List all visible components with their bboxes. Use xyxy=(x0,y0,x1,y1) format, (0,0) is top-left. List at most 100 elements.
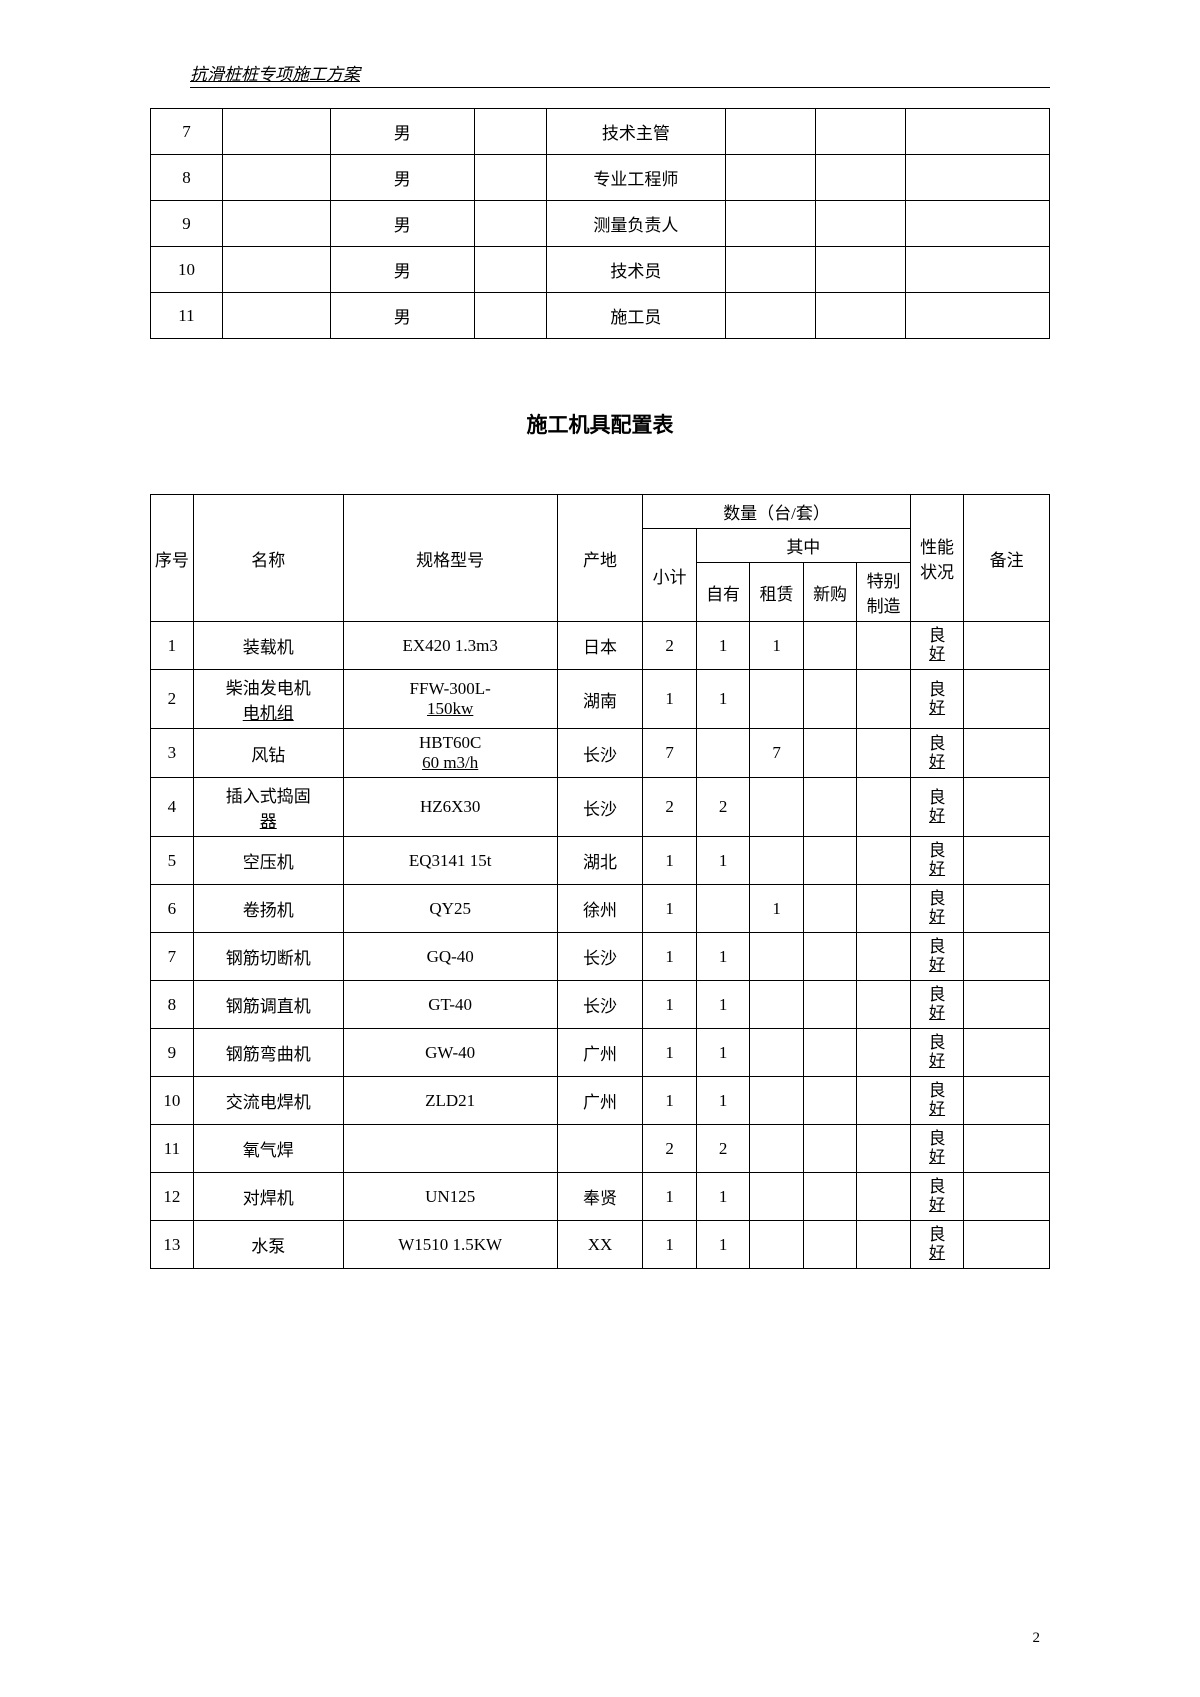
empty-cell xyxy=(816,109,906,155)
role-cell: 测量负责人 xyxy=(546,201,726,247)
rent-cell xyxy=(750,1077,804,1125)
header-sub: 其中 xyxy=(696,529,910,563)
own-cell: 1 xyxy=(696,670,750,729)
remark-cell xyxy=(964,933,1050,981)
header-name: 名称 xyxy=(193,495,343,622)
seq-cell: 13 xyxy=(151,1221,194,1269)
rent-cell xyxy=(750,933,804,981)
name-cell: 装载机 xyxy=(193,622,343,670)
remark-cell xyxy=(964,729,1050,778)
name-cell: 交流电焊机 xyxy=(193,1077,343,1125)
empty-cell xyxy=(222,201,330,247)
own-cell: 2 xyxy=(696,778,750,837)
own-cell: 1 xyxy=(696,981,750,1029)
role-cell: 专业工程师 xyxy=(546,155,726,201)
special-cell xyxy=(857,1173,911,1221)
page-header: 抗滑桩桩专项施工方案 xyxy=(190,60,1050,96)
table-row: 11 男 施工员 xyxy=(151,293,1050,339)
header-qty: 数量（台/套） xyxy=(643,495,911,529)
own-cell: 1 xyxy=(696,1221,750,1269)
status-cell: 良好 xyxy=(910,1125,964,1173)
header-buy: 新购 xyxy=(803,563,857,622)
empty-cell xyxy=(726,293,816,339)
table-row: 12 对焊机 UN125 奉贤 1 1 良好 xyxy=(151,1173,1050,1221)
special-cell xyxy=(857,670,911,729)
origin-cell: 长沙 xyxy=(557,778,643,837)
origin-cell: 长沙 xyxy=(557,933,643,981)
empty-cell xyxy=(816,293,906,339)
header-title: 抗滑桩桩专项施工方案 xyxy=(190,65,360,84)
origin-cell: 广州 xyxy=(557,1077,643,1125)
total-cell: 2 xyxy=(643,622,697,670)
buy-cell xyxy=(803,670,857,729)
total-cell: 2 xyxy=(643,1125,697,1173)
status-cell: 良好 xyxy=(910,729,964,778)
spec-cell: EX420 1.3m3 xyxy=(343,622,557,670)
seq-cell: 2 xyxy=(151,670,194,729)
empty-cell xyxy=(474,109,546,155)
rent-cell xyxy=(750,670,804,729)
table-row: 11 氧气焊 2 2 良好 xyxy=(151,1125,1050,1173)
own-cell xyxy=(696,729,750,778)
rent-cell xyxy=(750,778,804,837)
role-cell: 施工员 xyxy=(546,293,726,339)
table-row: 1 装载机 EX420 1.3m3 日本 2 1 1 良好 xyxy=(151,622,1050,670)
buy-cell xyxy=(803,778,857,837)
total-cell: 1 xyxy=(643,1029,697,1077)
header-special: 特别制造 xyxy=(857,563,911,622)
seq-cell: 10 xyxy=(151,1077,194,1125)
empty-cell xyxy=(906,247,1050,293)
content-area: 7 男 技术主管 8 男 专业工程师 9 男 测量负责人 xyxy=(150,108,1050,1269)
total-cell: 1 xyxy=(643,933,697,981)
buy-cell xyxy=(803,729,857,778)
status-cell: 良好 xyxy=(910,778,964,837)
total-cell: 1 xyxy=(643,1221,697,1269)
buy-cell xyxy=(803,1029,857,1077)
own-cell: 1 xyxy=(696,933,750,981)
table-row: 5 空压机 EQ3141 15t 湖北 1 1 良好 xyxy=(151,837,1050,885)
buy-cell xyxy=(803,837,857,885)
table-row: 9 钢筋弯曲机 GW-40 广州 1 1 良好 xyxy=(151,1029,1050,1077)
header-total: 小计 xyxy=(643,529,697,622)
total-cell: 2 xyxy=(643,778,697,837)
name-cell: 卷扬机 xyxy=(193,885,343,933)
spec-cell: UN125 xyxy=(343,1173,557,1221)
empty-cell xyxy=(906,293,1050,339)
gender-cell: 男 xyxy=(330,109,474,155)
remark-cell xyxy=(964,981,1050,1029)
empty-cell xyxy=(906,109,1050,155)
remark-cell xyxy=(964,837,1050,885)
table-row: 6 卷扬机 QY25 徐州 1 1 良好 xyxy=(151,885,1050,933)
rent-cell: 1 xyxy=(750,622,804,670)
buy-cell xyxy=(803,885,857,933)
status-cell: 良好 xyxy=(910,670,964,729)
seq-cell: 11 xyxy=(151,1125,194,1173)
empty-cell xyxy=(222,155,330,201)
status-cell: 良好 xyxy=(910,1173,964,1221)
seq-cell: 6 xyxy=(151,885,194,933)
origin-cell: 长沙 xyxy=(557,729,643,778)
row-num: 11 xyxy=(151,293,223,339)
origin-cell: 长沙 xyxy=(557,981,643,1029)
name-cell: 钢筋切断机 xyxy=(193,933,343,981)
origin-cell: 奉贤 xyxy=(557,1173,643,1221)
special-cell xyxy=(857,778,911,837)
empty-cell xyxy=(222,247,330,293)
equipment-table: 序号 名称 规格型号 产地 数量（台/套） 性能状况 备注 小计 其中 自有 租… xyxy=(150,494,1050,1269)
seq-cell: 3 xyxy=(151,729,194,778)
spec-cell xyxy=(343,1125,557,1173)
empty-cell xyxy=(474,247,546,293)
rent-cell: 1 xyxy=(750,885,804,933)
table-row: 7 钢筋切断机 GQ-40 长沙 1 1 良好 xyxy=(151,933,1050,981)
empty-cell xyxy=(726,201,816,247)
table-row: 8 钢筋调直机 GT-40 长沙 1 1 良好 xyxy=(151,981,1050,1029)
seq-cell: 9 xyxy=(151,1029,194,1077)
name-cell: 氧气焊 xyxy=(193,1125,343,1173)
empty-cell xyxy=(474,201,546,247)
header-seq: 序号 xyxy=(151,495,194,622)
name-cell: 柴油发电机电机组 xyxy=(193,670,343,729)
gender-cell: 男 xyxy=(330,247,474,293)
total-cell: 1 xyxy=(643,1173,697,1221)
name-cell: 钢筋调直机 xyxy=(193,981,343,1029)
seq-cell: 12 xyxy=(151,1173,194,1221)
